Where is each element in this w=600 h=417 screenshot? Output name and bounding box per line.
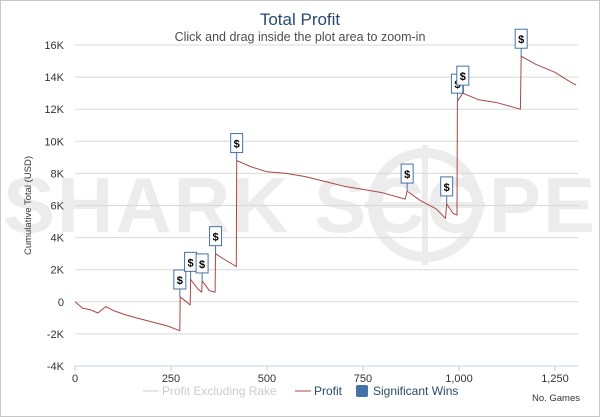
- legend-item-profit[interactable]: Profit: [314, 384, 343, 398]
- y-tick-label: 14K: [44, 72, 64, 84]
- chart-title: Total Profit: [260, 10, 341, 29]
- y-tick-label: -2K: [47, 329, 65, 341]
- significant-win-flag[interactable]: [230, 133, 244, 154]
- significant-win-flag-label: $: [234, 139, 240, 151]
- x-tick-label: 0: [72, 373, 78, 385]
- significant-win-flag[interactable]: [195, 253, 209, 274]
- y-tick-label: 16K: [44, 40, 64, 52]
- y-tick-label: 6K: [51, 201, 65, 213]
- x-axis-title: No. Games: [532, 393, 580, 404]
- significant-win-flag-label: $: [404, 169, 410, 181]
- profit-series-line: [74, 55, 577, 332]
- y-tick-label: 0: [58, 297, 64, 309]
- significant-win-flag-label: $: [188, 257, 194, 269]
- significant-win-flag-label: $: [518, 34, 524, 46]
- significant-win-flag[interactable]: [209, 226, 223, 247]
- y-tick-label: 2K: [51, 265, 65, 277]
- x-tick-label: 1,000: [445, 373, 473, 385]
- legend-item-significant-wins[interactable]: Significant Wins: [373, 384, 458, 398]
- x-tick-label: 500: [258, 373, 276, 385]
- y-tick-label: 8K: [51, 168, 65, 180]
- chart-subtitle: Click and drag inside the plot area to z…: [175, 30, 426, 44]
- significant-win-flag-label: $: [444, 182, 450, 194]
- significant-win-flag-label: $: [177, 275, 183, 287]
- significant-win-flag-label: $: [460, 71, 466, 83]
- x-tick-label: 750: [354, 373, 372, 385]
- y-tick-label: 4K: [51, 233, 65, 245]
- significant-win-flag[interactable]: [400, 163, 414, 184]
- legend-item-profit-excluding-rake[interactable]: Profit Excluding Rake: [162, 384, 277, 398]
- y-tick-label: 10K: [44, 136, 64, 148]
- significant-win-flag[interactable]: [440, 176, 454, 197]
- x-tick-label: 1,250: [541, 373, 569, 385]
- significant-win-flag-label: $: [199, 259, 205, 271]
- significant-win-flag-label: $: [212, 232, 218, 244]
- y-tick-label: -4K: [47, 361, 65, 373]
- significant-win-flag[interactable]: [456, 65, 470, 86]
- y-tick-label: 12K: [44, 104, 64, 116]
- legend-symbol-significant-wins[interactable]: [356, 385, 368, 397]
- significant-win-flag[interactable]: [514, 28, 528, 49]
- significant-win-flag[interactable]: [173, 269, 187, 290]
- x-tick-label: 250: [162, 373, 180, 385]
- y-axis-title: Cumulative Total (USD): [23, 156, 34, 255]
